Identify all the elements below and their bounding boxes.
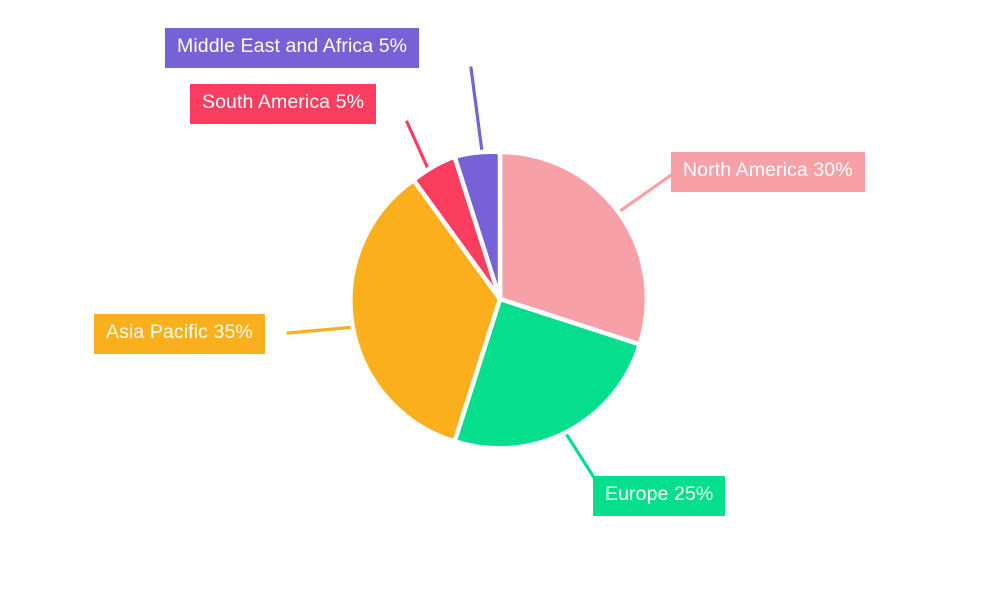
pie-label-asia-pacific[interactable]: Asia Pacific 35%	[94, 314, 265, 354]
pie-label-north-america[interactable]: North America 30%	[671, 152, 865, 192]
pie-slice-middle-east-and-africa[interactable]	[452, 149, 503, 302]
pie-label-south-america[interactable]: South America 5%	[190, 84, 377, 124]
pie-label-middle-east-and-africa[interactable]: Middle East and Africa 5%	[165, 28, 420, 68]
leader-line-middle-east-and-africa	[469, 66, 485, 161]
leader-line-asia-pacific	[286, 325, 357, 335]
pie-slice-asia-pacific[interactable]	[348, 177, 503, 444]
pie-slice-north-america[interactable]	[497, 149, 650, 347]
pie-slice-europe[interactable]	[452, 296, 643, 451]
pie-label-europe[interactable]: Europe 25%	[593, 476, 726, 516]
pie-wedges	[348, 149, 650, 451]
